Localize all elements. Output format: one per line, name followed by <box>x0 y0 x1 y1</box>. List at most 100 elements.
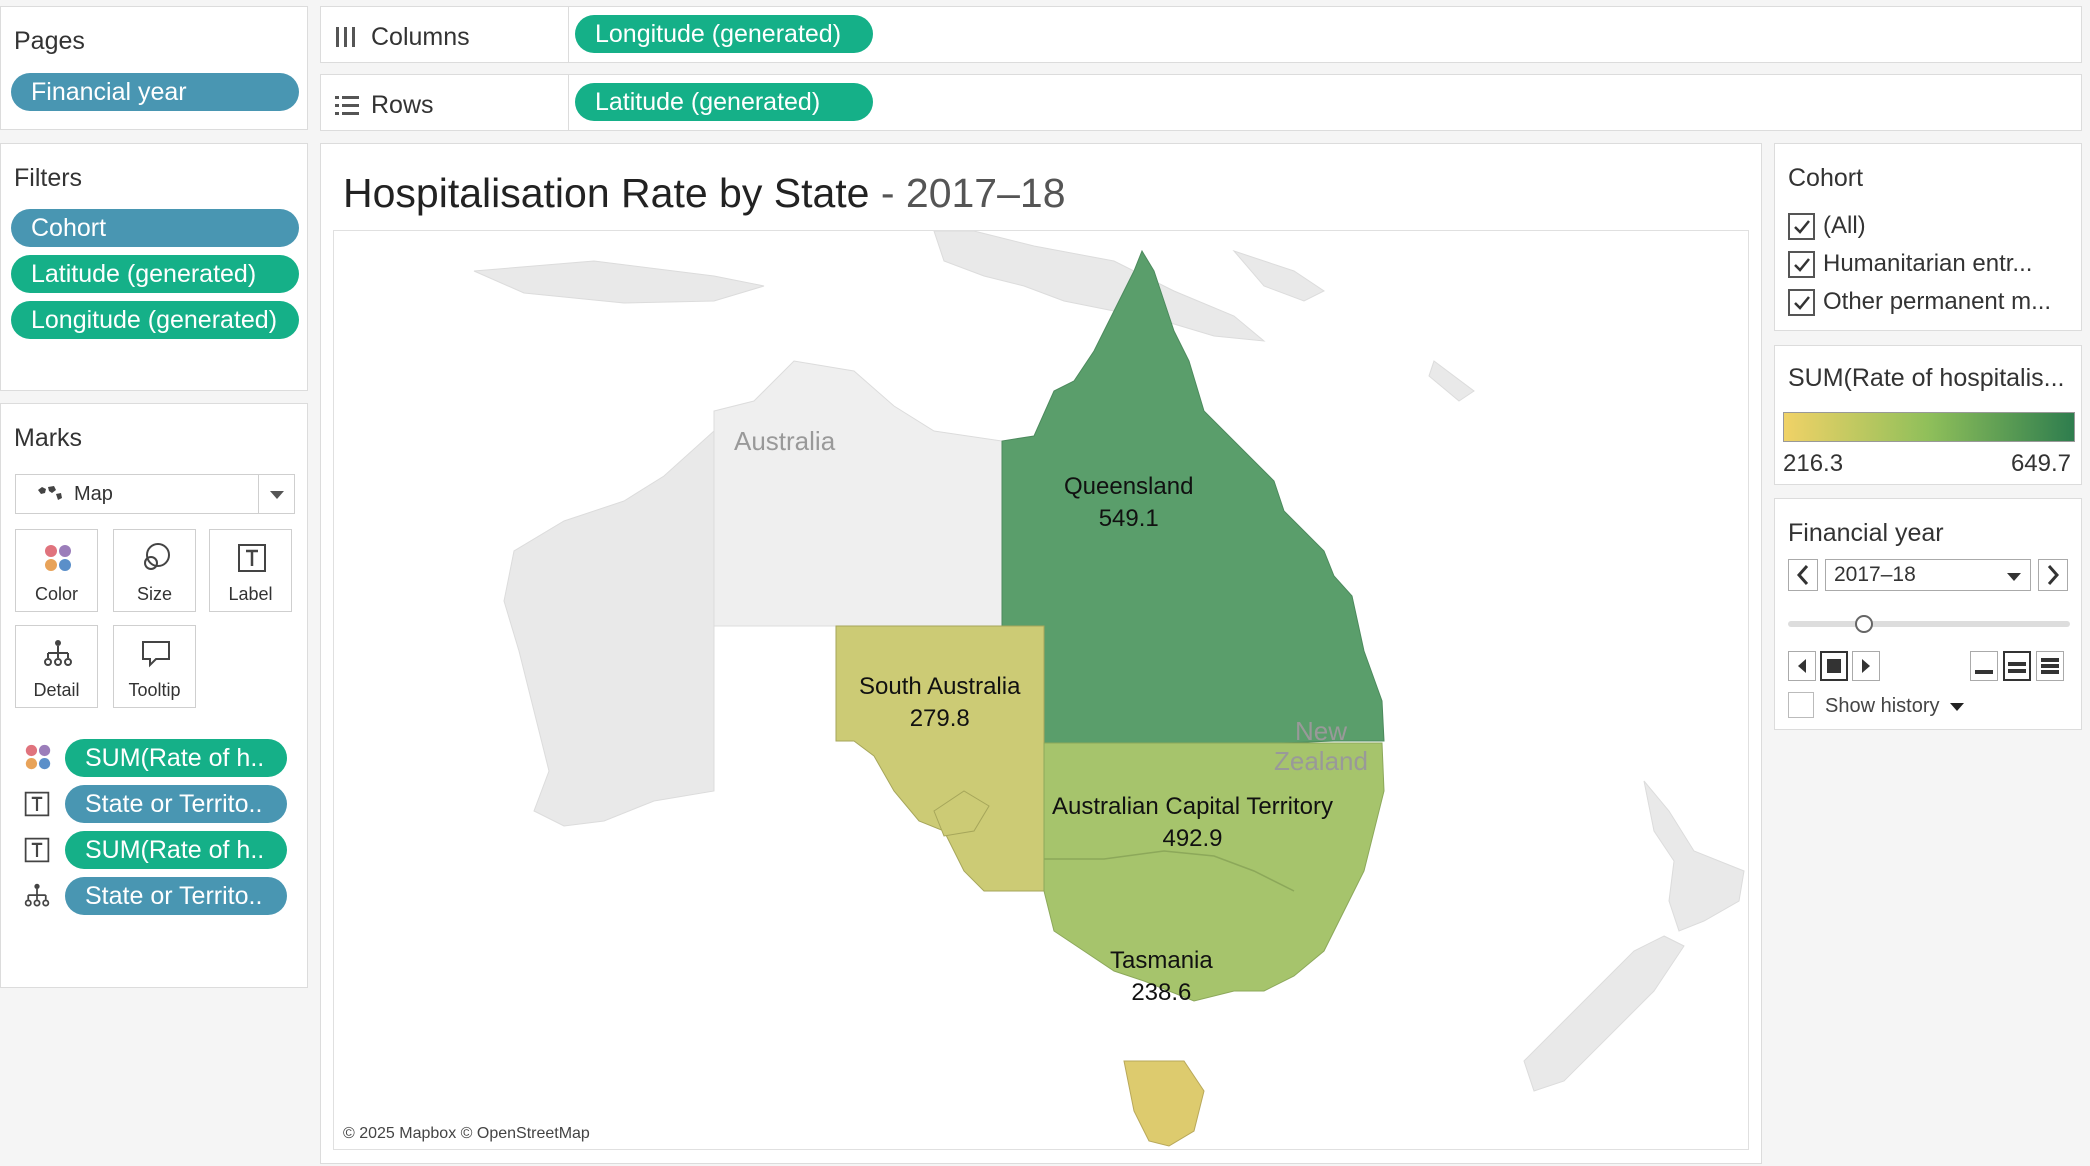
mark-type-chevron[interactable] <box>258 475 294 513</box>
speed-fast-button[interactable] <box>2036 651 2064 681</box>
checkbox-other-permanent[interactable] <box>1788 289 1815 317</box>
cohort-item-all[interactable]: (All) <box>1788 212 1866 242</box>
mark-type-dropdown[interactable]: Map <box>15 474 295 514</box>
mark-field-color[interactable]: SUM(Rate of h.. <box>65 739 287 777</box>
legend-max: 649.7 <box>2010 450 2071 477</box>
marks-detail-button[interactable]: Detail <box>15 625 98 708</box>
show-history-checkbox[interactable] <box>1788 692 1814 718</box>
pages-pill-financial-year[interactable]: Financial year <box>11 73 299 111</box>
map-canvas[interactable]: Australia New Zealand Queensland 549.1 S… <box>333 230 1749 1150</box>
marks-label-button[interactable]: Label <box>209 529 292 612</box>
columns-label: Columns <box>371 23 470 51</box>
show-history-text: Show history <box>1825 695 1940 717</box>
cohort-card: Cohort (All) Humanitarian entr... Other … <box>1774 143 2082 331</box>
island-land-2 <box>1428 360 1475 402</box>
pages-card: Pages Financial year <box>0 6 308 130</box>
queensland-fill[interactable] <box>1001 249 1385 744</box>
cohort-humanitarian-label: Humanitarian entr... <box>1823 250 2033 277</box>
checkbox-all[interactable] <box>1788 213 1815 241</box>
color-legend-ramp[interactable] <box>1783 412 2075 442</box>
south-australia-value: 279.8 <box>909 705 970 732</box>
map-credit[interactable]: © 2025 Mapbox © OpenStreetMap <box>343 1125 590 1142</box>
stop-icon <box>1827 659 1841 673</box>
map-title: Hospitalisation Rate by State - 2017–18 <box>343 170 1066 217</box>
act-name: Australian Capital Territory <box>1052 793 1334 820</box>
rows-pill-latitude[interactable]: Latitude (generated) <box>575 83 873 121</box>
northern-territory-land <box>713 360 1003 627</box>
financial-year-title: Financial year <box>1788 519 1944 547</box>
mark-field-label-rate[interactable]: SUM(Rate of h.. <box>65 831 287 869</box>
mark-type-label: Map <box>74 483 113 505</box>
new-zealand-line-2: Zealand <box>1274 746 1368 776</box>
queensland-value: 549.1 <box>1098 505 1159 532</box>
playback-back-button[interactable] <box>1788 651 1816 681</box>
new-zealand-north-land <box>1643 780 1745 932</box>
playback-stop-button[interactable] <box>1820 651 1848 681</box>
show-history-label[interactable]: Show history <box>1825 695 1965 718</box>
check-icon <box>1794 258 1810 273</box>
filter-pill-cohort[interactable]: Cohort <box>11 209 299 247</box>
map-title-text: Hospitalisation Rate by State <box>343 170 870 216</box>
fy-next-button[interactable] <box>2038 559 2068 591</box>
tasmania-region[interactable] <box>1123 1060 1205 1147</box>
color-field-icon <box>25 744 51 770</box>
mark-field-detail-state[interactable]: State or Territo.. <box>65 877 287 915</box>
tooltip-label: Tooltip <box>128 680 181 700</box>
fy-prev-button[interactable] <box>1788 559 1818 591</box>
cohort-item-other-permanent[interactable]: Other permanent m... <box>1788 288 2051 318</box>
label-field-icon <box>24 791 50 817</box>
caret-down-icon <box>1950 703 1965 711</box>
columns-pill-longitude[interactable]: Longitude (generated) <box>575 15 873 53</box>
marks-tooltip-button[interactable]: Tooltip <box>113 625 196 708</box>
rows-shelf: Rows Latitude (generated) <box>320 74 2082 131</box>
indonesia-land <box>473 260 765 304</box>
rows-shelf-label: Rows <box>321 75 569 130</box>
cohort-title: Cohort <box>1788 164 1864 192</box>
cohort-item-humanitarian[interactable]: Humanitarian entr... <box>1788 250 2032 280</box>
state-label-tasmania: Tasmania 238.6 <box>1110 945 1213 1009</box>
size-icon <box>144 543 170 570</box>
map-title-year: - 2017–18 <box>869 170 1066 216</box>
color-legend-title: SUM(Rate of hospitalis... <box>1788 364 2065 392</box>
label-label: Label <box>228 584 273 604</box>
marks-color-button[interactable]: Color <box>15 529 98 612</box>
queensland-name: Queensland <box>1064 473 1194 500</box>
fy-select[interactable]: 2017–18 <box>1825 559 2031 591</box>
detail-icon <box>44 640 72 666</box>
filter-pill-latitude[interactable]: Latitude (generated) <box>11 255 299 293</box>
map-svg[interactable] <box>334 231 1749 1150</box>
playback-forward-button[interactable] <box>1852 651 1880 681</box>
new-zealand-line-1: New <box>1294 716 1347 746</box>
state-label-act: Australian Capital Territory 492.9 <box>1052 791 1333 855</box>
south-australia-region[interactable] <box>835 625 1045 892</box>
marks-size-button[interactable]: Size <box>113 529 196 612</box>
speed-slow-button[interactable] <box>1970 651 1998 681</box>
fy-slider-thumb[interactable] <box>1855 615 1873 633</box>
speed-slow-icon <box>1975 670 1993 674</box>
filter-pill-longitude[interactable]: Longitude (generated) <box>11 301 299 339</box>
columns-icon <box>336 27 355 47</box>
check-icon <box>1794 296 1810 311</box>
play-back-icon <box>1798 659 1806 673</box>
new-guinea-land <box>933 231 1266 342</box>
chevron-left-icon <box>1796 565 1809 585</box>
tasmania-value: 238.6 <box>1131 979 1192 1006</box>
columns-shelf: Columns Longitude (generated) <box>320 6 2082 63</box>
new-zealand-place-label: New Zealand <box>1274 716 1368 776</box>
australia-place-label: Australia <box>734 426 836 456</box>
state-label-queensland: Queensland 549.1 <box>1064 471 1193 535</box>
speed-medium-button[interactable] <box>2003 651 2031 681</box>
state-border <box>1044 850 1295 892</box>
state-label-south-australia: South Australia 279.8 <box>859 671 1020 735</box>
filters-card: Filters Cohort Latitude (generated) Long… <box>0 143 308 391</box>
chevron-right-icon <box>2047 565 2060 585</box>
financial-year-card: Financial year 2017–18 Show history <box>1774 498 2082 730</box>
checkbox-humanitarian[interactable] <box>1788 251 1815 279</box>
cohort-all-label: (All) <box>1823 212 1866 239</box>
color-icon <box>45 545 71 571</box>
label-field-icon-2 <box>24 837 50 863</box>
filters-title: Filters <box>14 164 83 192</box>
act-region[interactable] <box>1043 742 1385 1002</box>
mark-field-label-state[interactable]: State or Territo.. <box>65 785 287 823</box>
fy-slider-track[interactable] <box>1788 621 2070 627</box>
